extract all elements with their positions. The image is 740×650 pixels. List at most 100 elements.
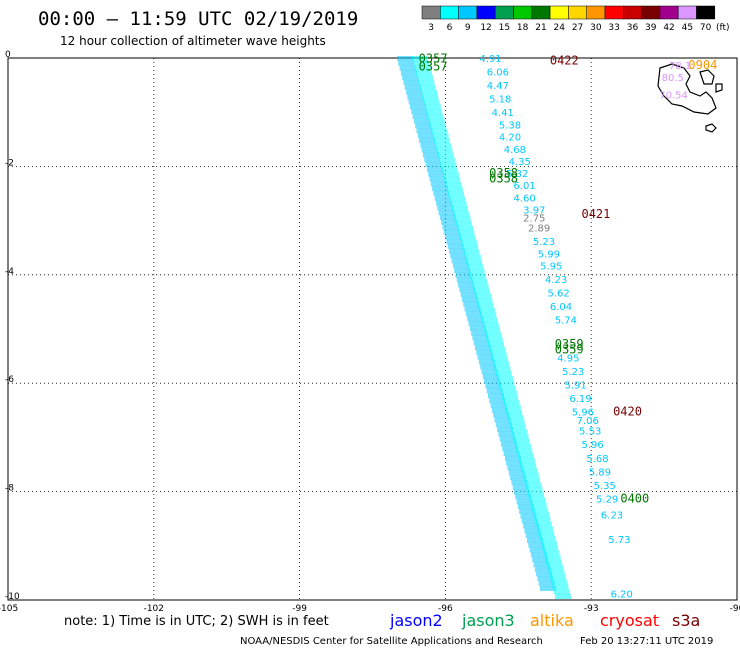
track-reading-mark (526, 487, 543, 493)
lon-tick-label: -105 (0, 604, 18, 614)
wave-height-label: 5.89 (589, 467, 611, 478)
colorbar-label: 18 (517, 23, 529, 33)
track-reading-mark (425, 162, 442, 167)
track-reading-mark (471, 330, 488, 336)
track-reading-mark (538, 581, 555, 587)
track-reading-mark (429, 176, 446, 182)
pass-time-label: 0358 (489, 166, 518, 180)
track-reading-mark (527, 537, 543, 543)
track-reading-mark (525, 482, 542, 488)
track-reading-mark (514, 489, 530, 495)
track-reading-mark (473, 340, 490, 346)
track-reading-mark (516, 499, 533, 505)
wave-height-label: 6.20 (611, 589, 633, 600)
plot-area: -105 -102 -99 -96 -93 -90 0 -2 -4 -6 -8 -10 4.91 6.… (0, 50, 740, 614)
track-reading-mark (459, 235, 476, 241)
track-reading-mark (442, 224, 459, 230)
wave-height-label: 5.18 (489, 94, 511, 105)
satellite-tracks (397, 56, 571, 599)
plot-frame (7, 57, 738, 601)
wave-height-label: 4.91 (479, 54, 501, 65)
lon-tick-label: -90 (730, 604, 740, 614)
track-reading-mark (475, 345, 491, 351)
colorbar-swatch (531, 5, 551, 20)
track-reading-mark (533, 511, 550, 517)
track-reading-mark (490, 402, 507, 408)
track-reading-mark (451, 258, 468, 264)
track-reading-mark (468, 321, 485, 326)
wave-height-label: 5.53 (579, 427, 601, 438)
wave-height-label: 5.32 (506, 169, 528, 180)
track-reading-mark (533, 561, 550, 567)
wave-height-label: 4.95 (557, 354, 579, 365)
track-reading-mark (515, 443, 532, 449)
wave-height-label: 78.1 (669, 61, 691, 72)
track-reading-mark (499, 385, 516, 391)
legend-entry-cryosat: cryosat (600, 611, 659, 630)
track-reading-mark (508, 470, 525, 476)
track-reading-mark (553, 589, 570, 595)
lon-tick-label: -96 (438, 604, 453, 614)
track-reading-mark (527, 492, 544, 498)
wave-height-label: 6.23 (601, 511, 623, 522)
track-reading-mark (519, 508, 536, 514)
wave-height-label: 5.23 (562, 367, 584, 378)
track-reading-mark (440, 162, 457, 168)
wave-height-label: 4.60 (513, 194, 535, 205)
wave-height-label: 6.04 (550, 302, 572, 313)
colorbar-swatch (604, 5, 624, 20)
wave-height-label: 7.06 (577, 416, 599, 427)
wave-height-label: 5.38 (499, 120, 521, 131)
track-reading-mark (450, 253, 467, 259)
track-reading-mark (482, 322, 499, 328)
pass-time-label: 0420 (613, 405, 642, 419)
wave-height-label: 4.41 (492, 108, 514, 119)
track-reading-mark (451, 206, 468, 212)
colorbar-label: 9 (465, 23, 471, 33)
track-reading-mark (462, 245, 479, 251)
track-reading-mark (413, 60, 430, 66)
track-reading-mark (472, 283, 489, 289)
track-reading-mark (534, 566, 551, 572)
colorbar-label: 3 (428, 23, 434, 33)
track-reading-mark (449, 196, 466, 202)
track-reading-mark (547, 564, 564, 570)
track-reading-mark (501, 441, 517, 447)
track-reading-mark (481, 317, 498, 323)
colorbar-unit: (ft) (716, 23, 730, 33)
track-reading-mark (397, 56, 413, 61)
wave-height-label: 4.68 (504, 145, 526, 156)
track-reading-mark (503, 400, 520, 406)
colorbar-label: 30 (590, 23, 602, 33)
track-reading-mark (495, 422, 512, 428)
track-reading-mark (423, 99, 440, 105)
colorbar-swatch (494, 5, 514, 20)
track-reading-mark (455, 272, 472, 278)
colorbar-label: 70 (700, 23, 712, 33)
pass-time-label: 0904 (688, 58, 717, 72)
track-reading-mark (458, 282, 475, 288)
track-reading-mark (469, 274, 486, 280)
lat-tick-label: -4 (5, 267, 14, 277)
legend-entry-jason3: jason3 (461, 611, 515, 630)
track-reading-mark (412, 113, 429, 119)
colorbar-swatch (659, 5, 679, 20)
track-reading-mark (540, 540, 557, 546)
track-reading-mark (543, 550, 560, 556)
track-reading-mark (506, 460, 523, 466)
track-reading-mark (466, 259, 483, 265)
track-reading-mark (458, 230, 475, 236)
pass-time-label: 0421 (581, 207, 610, 221)
track-reading-mark (506, 409, 523, 415)
track-reading-mark (540, 586, 556, 591)
track-reading-mark (517, 453, 534, 459)
wave-height-label: 6.06 (487, 67, 509, 78)
track-reading-mark (480, 312, 497, 318)
track-reading-mark (497, 375, 514, 381)
wave-height-label: 5.91 (564, 381, 586, 392)
track-reading-mark (523, 523, 540, 529)
track-reading-mark (457, 225, 474, 231)
track-reading-mark (436, 200, 452, 206)
track-reading-mark (497, 427, 514, 432)
wave-height-label: 4.47 (487, 81, 509, 92)
